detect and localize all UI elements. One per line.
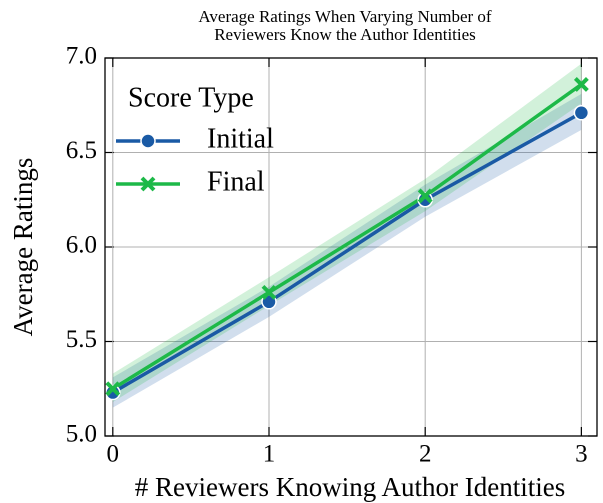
legend-label: Initial: [207, 123, 274, 154]
y-tick-label: 6.0: [66, 232, 97, 259]
x-tick-label: 3: [575, 441, 588, 468]
series-line: [111, 111, 583, 395]
data-point: [417, 188, 433, 204]
data-point: [261, 284, 277, 300]
data-point: [105, 381, 121, 397]
y-axis-label: Average Ratings: [8, 158, 38, 337]
y-tick-label: 5.5: [66, 326, 97, 353]
data-point: [105, 384, 121, 401]
x-axis-label: # Reviewers Knowing Author Identities: [135, 472, 565, 502]
legend-title: Score Type: [128, 82, 254, 113]
legend-marker: [140, 176, 156, 192]
x-tick-label: 2: [419, 441, 432, 468]
legend-label: Final: [207, 166, 265, 197]
series-line: [111, 83, 583, 391]
legend-marker: [140, 133, 156, 149]
x-tick-label: 0: [107, 441, 120, 468]
x-tick-label: 1: [263, 441, 276, 468]
chart-title: Reviewers Know the Author Identities: [214, 25, 476, 44]
y-tick-label: 5.0: [66, 421, 97, 448]
plot-frame: [104, 57, 598, 437]
data-point: [573, 105, 590, 121]
y-tick-label: 7.0: [66, 43, 97, 70]
y-tick-label: 6.5: [66, 137, 97, 164]
data-point: [417, 192, 433, 208]
chart-title: Average Ratings When Varying Number of: [198, 7, 492, 26]
data-point: [573, 77, 589, 92]
